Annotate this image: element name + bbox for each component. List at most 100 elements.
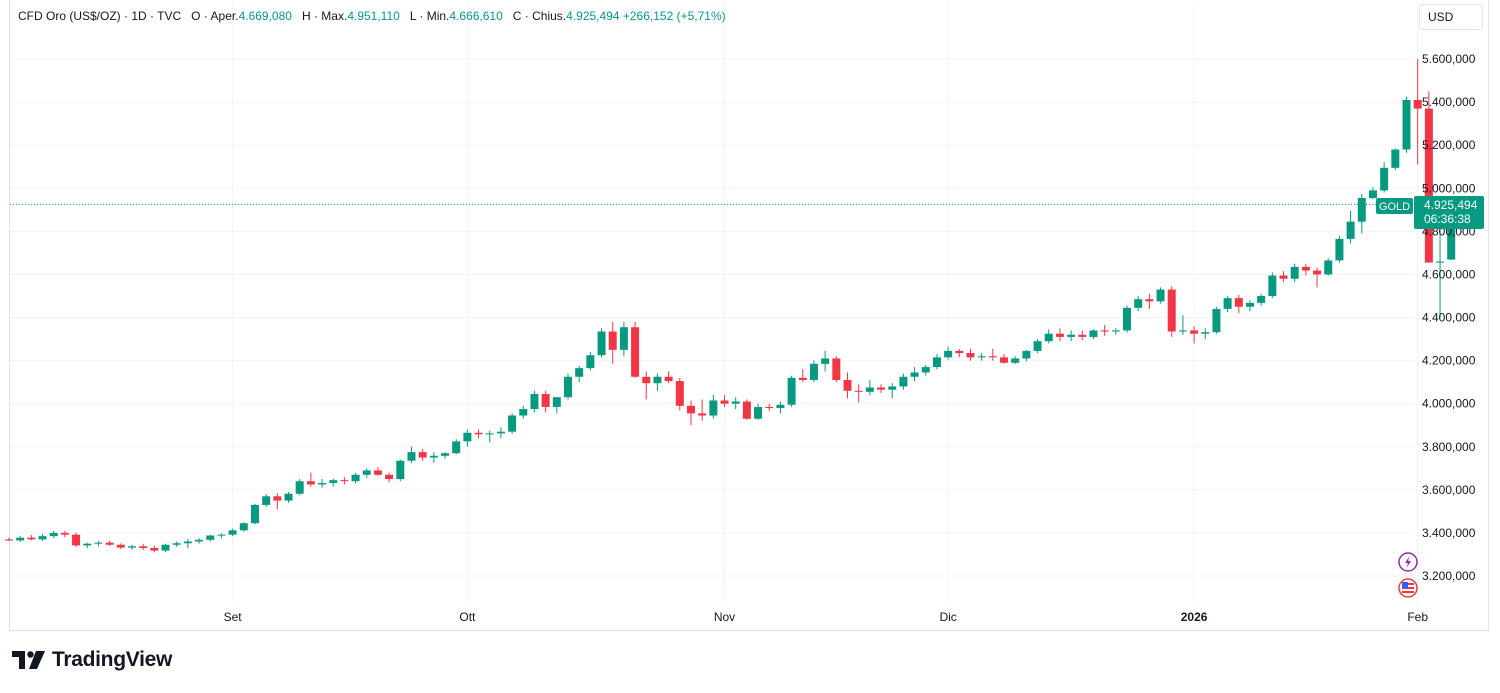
candle bbox=[821, 350, 830, 372]
candle-body bbox=[1145, 299, 1154, 302]
candle bbox=[1212, 306, 1221, 334]
candle bbox=[239, 522, 248, 532]
candle bbox=[1022, 349, 1031, 362]
candle bbox=[899, 373, 908, 390]
tradingview-logo[interactable]: TradingView bbox=[12, 648, 172, 672]
change-value: +266,152 (+5,71%) bbox=[622, 9, 726, 23]
candle bbox=[429, 452, 438, 463]
candle-body bbox=[373, 470, 382, 475]
candle bbox=[865, 379, 874, 396]
candle bbox=[642, 371, 651, 400]
candle bbox=[530, 390, 539, 413]
candle-body bbox=[1447, 204, 1456, 260]
last-price-badge-bg bbox=[1414, 196, 1484, 229]
candle bbox=[1436, 211, 1445, 318]
candle-body bbox=[441, 453, 450, 456]
candle bbox=[340, 476, 349, 485]
candle-body bbox=[1055, 333, 1064, 337]
candle-body bbox=[1223, 298, 1232, 309]
open-label: Aper. bbox=[210, 9, 239, 23]
candle-body bbox=[5, 539, 13, 541]
candle bbox=[1167, 286, 1176, 337]
y-tick-label: 3.800,000 bbox=[1422, 440, 1476, 454]
last-price-badge-countdown: 06:36:38 bbox=[1424, 212, 1471, 226]
candle bbox=[631, 321, 640, 378]
candle bbox=[955, 348, 964, 358]
price-axis[interactable]: 3.200,000 3.400,000 3.600,000 3.800,000 4.00… bbox=[1422, 52, 1476, 583]
candle bbox=[1000, 354, 1009, 364]
time-axis[interactable]: Set Ott Nov Dic 2026 Feb bbox=[224, 610, 1429, 624]
candle-body bbox=[865, 387, 874, 392]
candle-body bbox=[653, 376, 662, 384]
lightning-icon[interactable] bbox=[1398, 552, 1418, 572]
candle-body bbox=[742, 401, 751, 419]
candle bbox=[720, 395, 729, 407]
x-tick-label: 2026 bbox=[1181, 610, 1208, 624]
candle bbox=[72, 532, 81, 547]
candle-body bbox=[463, 432, 472, 442]
candle-body bbox=[821, 358, 830, 364]
candle bbox=[787, 375, 796, 407]
candle bbox=[127, 544, 136, 550]
candle bbox=[362, 468, 371, 478]
candle bbox=[5, 537, 13, 542]
candle-body bbox=[116, 544, 125, 548]
candle bbox=[586, 351, 595, 371]
candle-body bbox=[1380, 167, 1389, 191]
open-prefix: O · bbox=[184, 9, 211, 23]
candle-body bbox=[27, 537, 36, 540]
candle-body bbox=[161, 544, 170, 551]
candle-body bbox=[977, 356, 986, 358]
event-markers[interactable] bbox=[1398, 552, 1418, 598]
candle-body bbox=[575, 368, 584, 377]
candle bbox=[83, 542, 92, 548]
candle-body bbox=[1402, 99, 1411, 150]
candle-body bbox=[407, 452, 416, 461]
candle bbox=[1257, 293, 1266, 306]
candle-body bbox=[1100, 330, 1109, 332]
candle-body bbox=[642, 376, 651, 384]
candle-body bbox=[1335, 238, 1344, 261]
candle bbox=[463, 429, 472, 447]
candle bbox=[1201, 328, 1210, 340]
candle-body bbox=[385, 474, 394, 480]
us-flag-icon[interactable] bbox=[1398, 578, 1418, 598]
candle bbox=[116, 543, 125, 550]
candle bbox=[407, 446, 416, 463]
x-tick-label: Dic bbox=[939, 610, 956, 624]
candle bbox=[1067, 330, 1076, 342]
separator: · bbox=[124, 9, 132, 23]
candle bbox=[139, 543, 148, 551]
candle-body bbox=[183, 541, 192, 544]
candle bbox=[653, 373, 662, 391]
candle-body bbox=[1033, 341, 1042, 351]
candle bbox=[798, 369, 807, 383]
candle bbox=[1234, 294, 1243, 314]
candle bbox=[1190, 326, 1199, 344]
candle-body bbox=[1424, 108, 1433, 263]
candle-body bbox=[83, 543, 92, 546]
candle-body bbox=[306, 481, 315, 485]
tradingview-logo-icon bbox=[12, 651, 45, 669]
source-label: TVC bbox=[157, 9, 182, 23]
candle bbox=[1044, 329, 1053, 344]
candle bbox=[351, 473, 360, 484]
candle bbox=[765, 403, 774, 412]
candle-body bbox=[832, 358, 841, 380]
candle-body bbox=[49, 532, 58, 537]
candle bbox=[731, 397, 740, 410]
candle bbox=[508, 413, 517, 434]
candle-body bbox=[1201, 332, 1210, 334]
interval-label: 1D bbox=[131, 9, 147, 23]
candle bbox=[519, 405, 528, 419]
symbol-name[interactable]: CFD Oro (US$/OZ) bbox=[18, 9, 121, 23]
currency-button[interactable]: USD bbox=[1419, 4, 1483, 30]
x-tick-label: Feb bbox=[1407, 610, 1428, 624]
candle bbox=[38, 533, 47, 542]
candle-body bbox=[60, 532, 69, 535]
candle-body bbox=[150, 547, 159, 551]
high-label: Max. bbox=[321, 9, 348, 23]
gold-ticker-badge-bg bbox=[1376, 198, 1413, 214]
candle-body bbox=[1000, 357, 1009, 363]
